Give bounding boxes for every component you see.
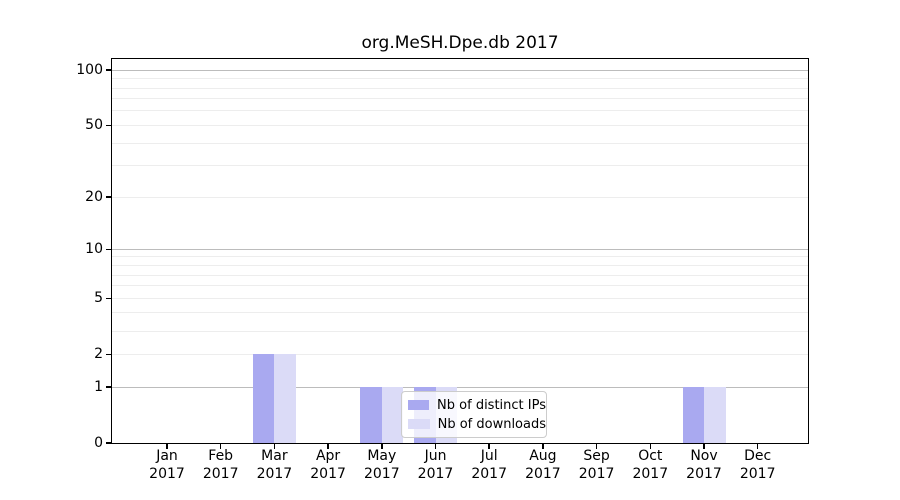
gridline-minor-90	[112, 78, 808, 80]
bar-downloads-nov	[704, 387, 726, 443]
x-tick-aug	[542, 444, 544, 449]
x-tick-label-jun: Jun 2017	[396, 448, 476, 483]
x-tick-label-year: 2017	[417, 465, 454, 482]
x-tick-jun	[434, 444, 437, 449]
y-tick-label-5: 5	[94, 290, 103, 307]
x-tick-label-year: 2017	[149, 465, 185, 482]
x-tick-label-year: 2017	[525, 465, 561, 482]
x-tick-label-oct: Oct 2017	[610, 448, 690, 483]
y-tick-label-20: 20	[85, 189, 103, 206]
legend-entry-distinct-ips: Nb of distinct IPs	[408, 398, 546, 413]
x-tick-label-year: 2017	[471, 465, 507, 482]
legend-swatch-downloads	[408, 419, 430, 429]
gridline-major-1	[112, 386, 808, 388]
x-tick-label-year: 2017	[578, 465, 615, 482]
x-tick-label-month: Jun	[424, 448, 447, 464]
x-tick-label-year: 2017	[686, 465, 722, 482]
y-tick-label-0: 0	[94, 435, 103, 451]
y-tick-50	[106, 124, 111, 127]
x-tick-label-feb: Feb 2017	[181, 448, 261, 483]
x-tick-label-month: Feb	[208, 448, 234, 464]
x-tick-label-year: 2017	[202, 465, 239, 482]
x-tick-label-month: May	[367, 448, 397, 464]
gridline-minor-50	[112, 124, 808, 126]
x-tick-label-jul: Jul 2017	[449, 448, 529, 483]
x-tick-label-month: Oct	[638, 448, 663, 464]
x-tick-label-year: 2017	[256, 465, 293, 482]
x-tick-oct	[649, 444, 652, 449]
y-tick-label-10: 10	[85, 241, 103, 258]
bar-distinct-ips-mar	[252, 354, 275, 443]
gridline-minor-4	[112, 312, 808, 314]
gridline-minor-60	[112, 110, 808, 112]
x-tick-label-month: Jan	[156, 448, 178, 464]
x-tick-label-mar: Mar 2017	[234, 448, 314, 483]
legend-swatch-distinct-ips	[408, 400, 430, 410]
x-tick-label-apr: Apr 2017	[288, 448, 368, 483]
gridline-minor-8	[112, 265, 808, 266]
x-tick-jan	[166, 444, 168, 449]
x-tick-label-dec: Dec 2017	[718, 448, 798, 483]
gridline-minor-9	[112, 256, 808, 258]
x-tick-label-year: 2017	[632, 465, 669, 482]
x-tick-label-month: Nov	[690, 448, 718, 464]
x-tick-label-month: Sep	[583, 448, 610, 464]
x-tick-dec	[756, 444, 759, 449]
x-tick-label-year: 2017	[739, 465, 776, 482]
x-tick-label-nov: Nov 2017	[664, 448, 744, 483]
gridline-minor-3	[112, 330, 808, 332]
y-tick-1	[106, 386, 111, 388]
y-tick-label-1: 1	[94, 379, 103, 395]
x-tick-label-sep: Sep 2017	[557, 448, 637, 483]
y-tick-10	[106, 248, 111, 251]
x-tick-nov	[703, 444, 705, 449]
gridline-major-100	[112, 69, 808, 71]
y-tick-label-2: 2	[94, 346, 103, 363]
legend-label-downloads: Nb of downloads	[437, 416, 546, 432]
x-tick-label-month: Aug	[529, 448, 557, 464]
gridline-minor-5	[112, 297, 808, 299]
y-tick-label-100: 100	[76, 62, 103, 79]
gridline-minor-30	[112, 165, 808, 167]
y-tick-label-50: 50	[85, 117, 103, 134]
x-tick-sep	[595, 444, 598, 449]
x-tick-label-month: Apr	[315, 448, 341, 464]
bar-distinct-ips-may	[360, 387, 382, 443]
legend-entry-downloads: Nb of downloads	[408, 417, 546, 432]
x-tick-apr	[327, 444, 329, 449]
x-tick-label-may: May 2017	[342, 448, 422, 483]
y-tick-20	[106, 196, 111, 198]
bar-distinct-ips-nov	[682, 387, 704, 443]
y-tick-2	[106, 353, 111, 355]
x-tick-jul	[488, 444, 490, 449]
legend-label-distinct-ips: Nb of distinct IPs	[437, 397, 546, 413]
x-tick-label-aug: Aug 2017	[503, 448, 583, 483]
x-tick-mar	[273, 444, 276, 449]
y-tick-5	[106, 297, 111, 299]
gridline-minor-20	[112, 196, 808, 198]
gridline-minor-7	[112, 274, 808, 276]
gridline-minor-70	[112, 98, 808, 100]
gridline-major-10	[112, 248, 808, 250]
x-tick-label-month: Mar	[261, 448, 288, 464]
x-tick-label-year: 2017	[363, 465, 400, 482]
legend: Nb of distinct IPs Nb of downloads	[401, 391, 547, 438]
bar-downloads-mar	[274, 354, 296, 443]
gridline-minor-6	[112, 285, 808, 287]
gridline-minor-40	[112, 142, 808, 144]
x-tick-label-month: Jul	[480, 448, 498, 464]
chart-title: org.MeSH.Dpe.db 2017	[361, 33, 559, 53]
x-tick-may	[381, 444, 383, 449]
x-tick-label-year: 2017	[310, 465, 346, 482]
bar-downloads-may	[381, 387, 404, 443]
y-tick-0	[106, 442, 111, 444]
x-tick-label-jan: Jan 2017	[127, 448, 207, 483]
y-tick-100	[106, 69, 111, 71]
x-tick-feb	[219, 444, 222, 449]
gridline-minor-80	[112, 87, 808, 89]
gridline-minor-2	[112, 353, 808, 355]
x-tick-label-month: Dec	[744, 448, 772, 464]
